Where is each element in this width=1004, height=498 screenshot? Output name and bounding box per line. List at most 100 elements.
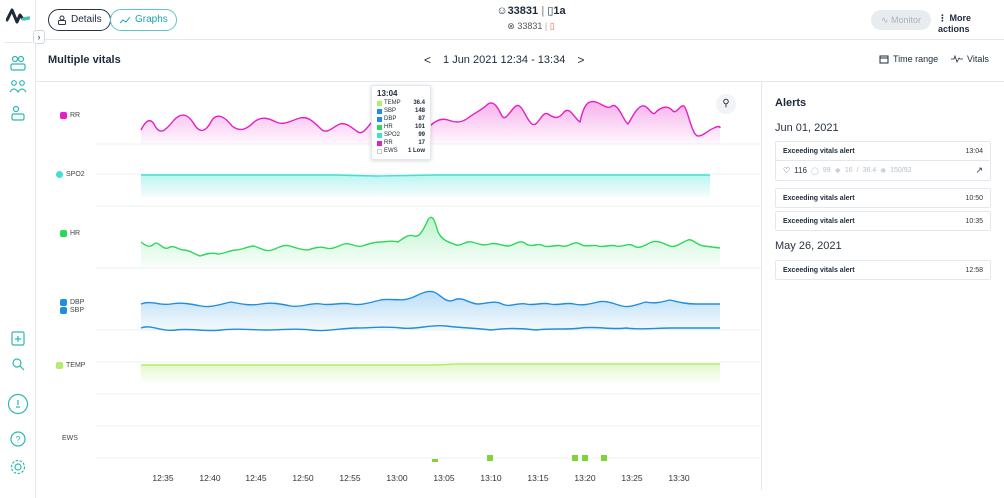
date-navigator: < 1 Jun 2021 12:34 - 13:34 > [424, 53, 584, 67]
patient-icon: ☺ [496, 5, 508, 17]
ews-marker [487, 455, 493, 461]
spo2-area [141, 175, 710, 197]
alert-card[interactable]: Exceeding vitals alert 12:58 [775, 260, 991, 280]
search-patient-icon[interactable] [9, 356, 27, 374]
alert-time: 12:58 [965, 266, 983, 274]
patient-bed-icon[interactable] [9, 104, 27, 122]
bed-icon: ▯ [547, 5, 554, 17]
graphs-label: Graphs [135, 14, 168, 25]
tooltip-time: 13:04 [377, 89, 398, 98]
monitor-label: Monitor [891, 15, 922, 25]
ews-markers [432, 455, 607, 462]
x-tick: 12:35 [152, 473, 174, 483]
patient-id: 33831 [507, 5, 539, 17]
sbp-area [141, 291, 720, 330]
page-title: Multiple vitals [48, 54, 121, 66]
tooltip-row-dbp: DBP 87 [377, 115, 425, 123]
heart-icon: ♡ [783, 166, 791, 175]
x-tick: 12:40 [199, 473, 221, 483]
x-tick: 12:45 [245, 473, 267, 483]
tooltip-row-hr: HR 101 [377, 123, 425, 131]
help-icon[interactable]: ? [9, 430, 27, 448]
insights-icon[interactable] [7, 393, 29, 415]
more-actions-label: More actions [938, 13, 972, 34]
ews-marker [582, 455, 588, 461]
details-icon [58, 15, 66, 25]
ews-marker [432, 459, 438, 462]
time-range-button[interactable]: Time range [879, 54, 938, 64]
settings-gear-icon[interactable] [9, 458, 27, 476]
time-range-label: Time range [893, 54, 939, 64]
alert-detail: ♡ 116 ◯ 99 ❖ 16 / 36.4 ❋ 150/92 ↗ [776, 160, 990, 180]
vitals-chart-svg [96, 100, 761, 462]
details-button[interactable]: Details [48, 9, 111, 31]
svg-text:?: ? [15, 435, 20, 445]
group-icon[interactable] [9, 78, 27, 96]
alert-time: 13:04 [965, 147, 983, 155]
alerts-panel: Alerts Jun 01, 2021 Exceeding vitals ale… [761, 82, 1004, 490]
monitor-button[interactable]: ∿ Monitor [871, 10, 931, 30]
x-tick: 12:55 [339, 473, 361, 483]
alert-title: Exceeding vitals alert [783, 147, 855, 155]
alert-card[interactable]: Exceeding vitals alert 13:04 ♡ 116 ◯ 99 ❖… [775, 141, 991, 181]
x-tick: 13:25 [621, 473, 643, 483]
zoom-magnifier-icon: ⚲ [722, 98, 730, 109]
x-tick: 13:05 [433, 473, 455, 483]
alert-bp-value: 150/92 [890, 167, 912, 174]
dbp-row-label: DBP [60, 299, 84, 306]
trend-graph-icon[interactable]: ↗ [975, 165, 983, 175]
x-tick: 13:20 [574, 473, 596, 483]
tooltip-row-sbp: SBP 148 [377, 107, 425, 115]
alert-card[interactable]: Exceeding vitals alert 10:35 [775, 211, 991, 231]
details-label: Details [71, 14, 102, 25]
top-header: Details Graphs ☺33831 | ▯1a ⊗ 33831 | ▯ … [36, 0, 1004, 40]
sbp-line [140, 290, 720, 308]
rr-row-label: RR [60, 112, 80, 119]
hr-row-label: HR [60, 230, 80, 237]
x-tick: 13:30 [668, 473, 690, 483]
tooltip-row-temp: TEMP 36.4 [377, 99, 425, 107]
patients-icon[interactable] [9, 54, 27, 72]
spo2-line [141, 174, 710, 177]
rr-line [140, 100, 721, 137]
alert-title: Exceeding vitals alert [783, 266, 855, 274]
patient-info: ☺33831 | ▯1a ⊗ 33831 | ▯ [496, 5, 566, 31]
more-actions-button[interactable]: ⋮ More actions [938, 13, 1004, 34]
alert-title: Exceeding vitals alert [783, 194, 855, 202]
ews-row-label: EWS [62, 435, 78, 442]
hr-line [140, 216, 721, 257]
sbp-row-label: SBP [60, 307, 84, 314]
expand-rail-button[interactable]: › [33, 30, 45, 44]
add-patient-icon[interactable] [9, 329, 27, 347]
alert-spo2-value: 99 [822, 167, 831, 174]
x-tick: 13:00 [386, 473, 408, 483]
alert-time: 10:35 [965, 217, 983, 225]
bed-number: 1a [553, 5, 566, 17]
thermometer-icon: / [856, 167, 859, 174]
left-rail: ? [0, 0, 36, 498]
prev-range-arrow[interactable]: < [424, 53, 432, 67]
ews-marker [572, 455, 578, 461]
sensor-icon: ⊗ [507, 21, 515, 31]
x-tick: 12:50 [292, 473, 314, 483]
tooltip-row-ews: EWS 1 Low [377, 147, 425, 155]
graphs-button[interactable]: Graphs [110, 9, 177, 31]
zoom-button[interactable]: ⚲ [716, 94, 736, 114]
alert-group-date: Jun 01, 2021 [775, 122, 839, 134]
vitals-button[interactable]: Vitals [951, 54, 989, 64]
monitor-wave-icon: ∿ [880, 15, 889, 25]
spo2-row-label: SPO2 [56, 171, 85, 178]
chart-toolbar: Multiple vitals < 1 Jun 2021 12:34 - 13:… [36, 40, 1004, 82]
alert-card[interactable]: Exceeding vitals alert 10:50 [775, 188, 991, 208]
rail-divider [4, 42, 32, 43]
dbp-line [140, 324, 720, 332]
next-range-arrow[interactable]: > [577, 53, 585, 67]
vitals-wave-icon [951, 55, 963, 63]
vitals-chart: RR SPO2 HR DBP SBP TEMP EWS 12:35 12:40 … [36, 82, 761, 490]
app-logo-icon[interactable] [6, 6, 30, 26]
blood-pressure-icon: ❋ [880, 167, 887, 175]
tooltip-row-rr: RR 17 [377, 139, 425, 147]
alert-temp-value: 36.4 [862, 167, 877, 174]
vitals-label: Vitals [967, 54, 989, 64]
alerts-title: Alerts [775, 97, 807, 109]
